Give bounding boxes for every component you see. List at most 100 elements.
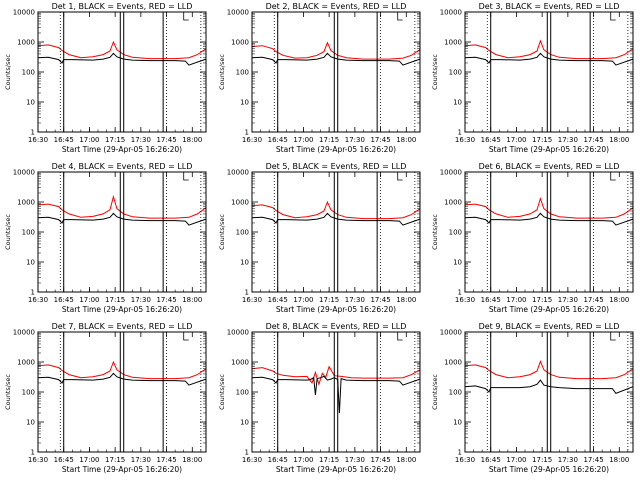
x-tick-label: 18:00	[182, 456, 202, 464]
events-series-line	[37, 212, 207, 226]
y-axis-label: Counts/sec	[218, 214, 226, 250]
x-axis-label: Start Time (29-Apr-05 16:26:20)	[62, 465, 182, 474]
y-axis-label: Counts/sec	[218, 374, 226, 410]
y-axis-label: Counts/sec	[4, 374, 12, 410]
y-tick-label: 10	[453, 419, 462, 427]
x-tick-label: 17:30	[131, 136, 151, 144]
x-tick-label: 16:30	[242, 296, 262, 304]
y-tick-label: 1000	[17, 359, 35, 367]
events-series-line	[464, 52, 634, 66]
y-tick-label: 10	[240, 259, 249, 267]
x-tick-label: 17:15	[532, 296, 552, 304]
lld-series-line	[251, 200, 421, 220]
x-tick-label: 17:30	[131, 296, 151, 304]
panel-det-4: Det 4, BLACK = Events, RED = LLD Counts/s…	[4, 162, 207, 314]
y-tick-label: 10	[453, 259, 462, 267]
x-tick-label: 16:30	[242, 456, 262, 464]
y-tick-label: 1000	[17, 199, 35, 207]
events-series-line	[464, 379, 634, 395]
x-tick-label: 16:30	[455, 296, 475, 304]
x-tick-label: 17:00	[506, 136, 526, 144]
y-tick-label: 10	[26, 419, 35, 427]
y-tick-label: 1	[458, 289, 462, 297]
y-tick-label: 1000	[231, 39, 249, 47]
x-tick-label: 16:30	[28, 456, 48, 464]
x-tick-label: 17:00	[293, 456, 313, 464]
x-axis-label: Start Time (29-Apr-05 16:26:20)	[62, 305, 182, 314]
panel-title: Det 8, BLACK = Events, RED = LLD	[266, 322, 407, 331]
plot-frame	[464, 171, 634, 293]
x-tick-label: 17:15	[105, 456, 125, 464]
lld-series-line	[464, 196, 634, 219]
x-tick-label: 16:30	[242, 136, 262, 144]
x-tick-label: 17:30	[345, 136, 365, 144]
x-tick-label: 16:45	[268, 456, 288, 464]
interval-bracket-mark	[610, 12, 616, 21]
interval-bracket-mark	[610, 332, 616, 341]
plot-frame	[464, 11, 634, 133]
x-tick-label: 16:30	[28, 296, 48, 304]
y-tick-label: 1	[245, 129, 249, 137]
x-tick-label: 18:00	[396, 296, 416, 304]
plot-frame	[37, 331, 207, 453]
x-tick-label: 17:45	[370, 456, 390, 464]
panel-title: Det 5, BLACK = Events, RED = LLD	[266, 162, 407, 171]
x-tick-label: 17:00	[79, 136, 99, 144]
y-tick-label: 1000	[444, 39, 462, 47]
x-axis-label: Start Time (29-Apr-05 16:26:20)	[489, 305, 609, 314]
y-tick-label: 1	[31, 289, 35, 297]
panel-det-3: Det 3, BLACK = Events, RED = LLD Counts/s…	[431, 2, 634, 154]
x-tick-label: 17:45	[370, 296, 390, 304]
y-tick-label: 1	[458, 129, 462, 137]
x-tick-label: 17:00	[293, 136, 313, 144]
y-tick-label: 10000	[13, 329, 35, 337]
y-tick-label: 10000	[227, 9, 249, 17]
x-tick-label: 17:15	[105, 296, 125, 304]
x-axis-label: Start Time (29-Apr-05 16:26:20)	[62, 145, 182, 154]
plot-frame	[251, 171, 421, 293]
x-tick-label: 16:45	[54, 296, 74, 304]
y-tick-label: 10000	[13, 9, 35, 17]
y-tick-label: 100	[449, 389, 462, 397]
y-tick-label: 10000	[13, 169, 35, 177]
events-series-line	[251, 375, 421, 414]
x-tick-label: 18:00	[609, 296, 629, 304]
events-series-line	[464, 212, 634, 226]
x-tick-label: 16:30	[28, 136, 48, 144]
panel-det-1: Det 1, BLACK = Events, RED = LLD Counts/s…	[4, 2, 207, 154]
events-series-line	[37, 52, 207, 66]
x-tick-label: 17:15	[532, 136, 552, 144]
x-tick-label: 16:45	[481, 296, 501, 304]
y-tick-label: 100	[449, 69, 462, 77]
x-tick-label: 17:45	[583, 456, 603, 464]
x-tick-label: 17:45	[583, 136, 603, 144]
x-tick-label: 16:30	[455, 136, 475, 144]
lld-series-line	[37, 360, 207, 380]
x-tick-label: 17:30	[345, 456, 365, 464]
interval-bracket-mark	[610, 172, 616, 181]
panel-title: Det 9, BLACK = Events, RED = LLD	[479, 322, 620, 331]
plot-frame	[251, 331, 421, 453]
x-tick-label: 17:15	[532, 456, 552, 464]
x-tick-label: 18:00	[182, 136, 202, 144]
interval-bracket-mark	[183, 332, 189, 341]
x-tick-label: 17:45	[583, 296, 603, 304]
x-tick-label: 16:30	[455, 456, 475, 464]
x-tick-label: 17:45	[156, 296, 176, 304]
x-tick-label: 18:00	[609, 136, 629, 144]
x-tick-label: 17:15	[319, 136, 339, 144]
x-tick-label: 17:00	[293, 296, 313, 304]
panel-det-6: Det 6, BLACK = Events, RED = LLD Counts/s…	[431, 162, 634, 314]
x-tick-label: 16:45	[54, 136, 74, 144]
x-tick-label: 17:45	[156, 136, 176, 144]
plot-frame	[37, 11, 207, 133]
x-tick-label: 17:00	[79, 456, 99, 464]
panel-title: Det 4, BLACK = Events, RED = LLD	[52, 162, 193, 171]
y-tick-label: 10	[240, 419, 249, 427]
y-tick-label: 10000	[440, 9, 462, 17]
panel-title: Det 2, BLACK = Events, RED = LLD	[266, 2, 407, 11]
y-tick-label: 1	[31, 129, 35, 137]
y-tick-label: 1000	[444, 199, 462, 207]
lld-series-line	[251, 41, 421, 60]
